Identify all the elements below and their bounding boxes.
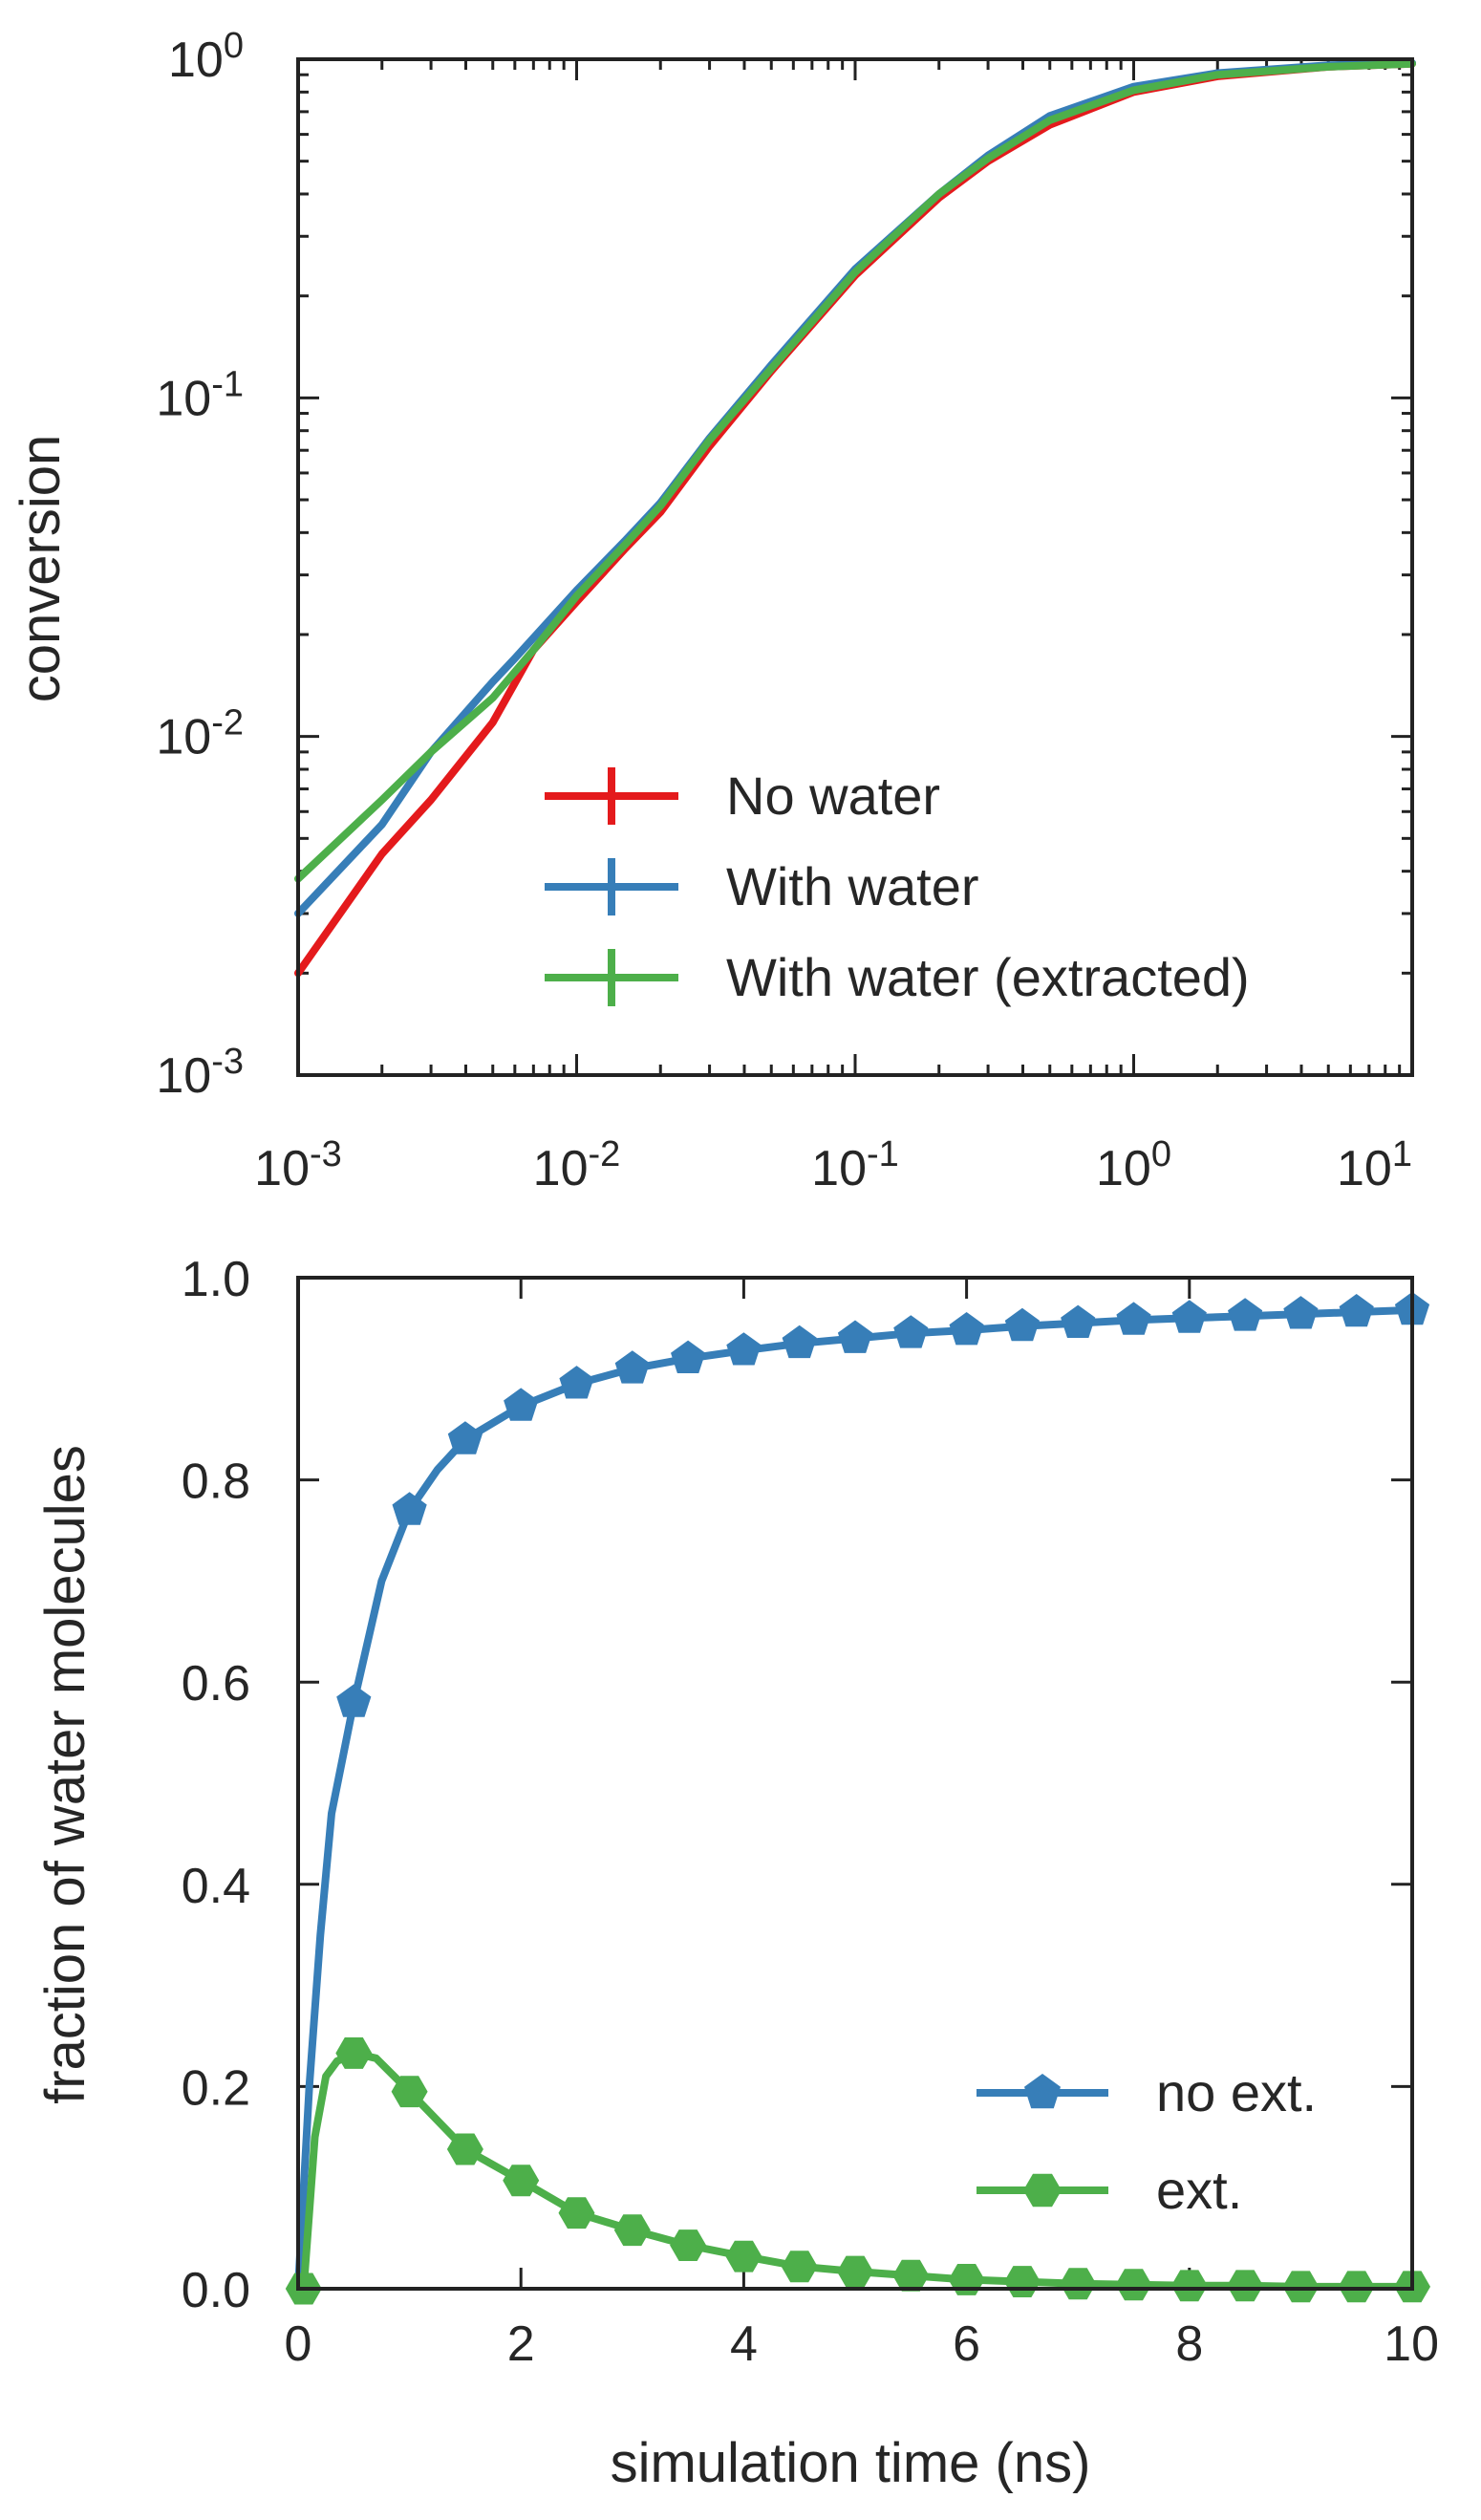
legend-label: With water (extracted) (726, 947, 1250, 1007)
data-point-marker (392, 1492, 427, 1525)
y-tick-label: 0.6 (182, 1656, 250, 1712)
legend-marker (1023, 2173, 1062, 2208)
conversion-series (294, 58, 1416, 978)
data-point-marker (949, 1312, 984, 1346)
x-tick-label: 6 (953, 2316, 980, 2372)
data-point-marker (1282, 2271, 1320, 2303)
x-tick-label: 0 (285, 2316, 312, 2372)
y-tick-label: 10-1 (156, 364, 244, 426)
conversion-legend: No water With water With water (extracted) (545, 765, 1250, 1007)
water-fraction-plot-frame (296, 1276, 1414, 2291)
legend-label: No water (726, 765, 940, 826)
x-tick-label: 10 (1384, 2316, 1439, 2372)
data-point-marker (1283, 1296, 1319, 1329)
data-point-marker (614, 1350, 650, 1384)
data-point-marker (447, 1421, 483, 1454)
data-point-marker (1115, 2269, 1152, 2301)
conversion-axis-ticks: 10-3 10-2 10-1 100 101 100 10-1 10-2 10-3 (156, 26, 1414, 1196)
data-point-marker (893, 1315, 929, 1348)
data-point-marker (1170, 2270, 1208, 2302)
x-tick-label: 101 (1337, 1134, 1412, 1196)
water-fraction-series (285, 1291, 1430, 2305)
data-point-marker (1339, 1294, 1374, 1327)
legend-marker (1024, 2074, 1061, 2109)
x-tick-label: 10-1 (811, 1134, 899, 1196)
series-line-2 (294, 59, 1416, 883)
data-point-marker (1003, 2266, 1041, 2297)
data-point-marker (782, 1325, 817, 1359)
x-tick-label: 4 (730, 2316, 758, 2372)
x-tick-label: 10-3 (254, 1134, 342, 1196)
data-point-marker (1338, 2271, 1375, 2303)
legend-label: ext. (1156, 2160, 1242, 2220)
data-point-marker (391, 2076, 428, 2108)
data-point-marker (670, 2229, 707, 2261)
y-tick-label: 100 (168, 26, 244, 88)
data-point-marker (1227, 2270, 1264, 2302)
data-point-marker (781, 2251, 818, 2283)
water-fraction-axis-ticks: 0 2 4 6 8 10 0.0 0.2 0.4 0.6 0.8 1.0 (182, 1252, 1439, 2372)
water-fraction-x-axis-label: simulation time (ns) (611, 2432, 1091, 2494)
data-point-marker (558, 2197, 595, 2229)
data-point-marker (336, 1684, 372, 1717)
y-tick-label: 10-2 (156, 703, 244, 765)
data-point-marker (837, 2255, 873, 2288)
data-point-marker (504, 1388, 539, 1421)
data-point-marker (613, 2214, 651, 2247)
series-line-0 (294, 59, 1416, 978)
y-tick-label: 0.0 (182, 2263, 250, 2318)
data-point-marker (725, 2240, 762, 2272)
x-tick-label: 8 (1175, 2316, 1203, 2372)
x-tick-label: 100 (1096, 1134, 1171, 1196)
data-point-marker (1004, 1307, 1040, 1342)
legend-label: With water (726, 856, 979, 916)
y-tick-label: 0.8 (182, 1454, 250, 1510)
data-point-marker (1116, 1302, 1151, 1335)
water-fraction-legend: no ext. ext. (977, 2062, 1317, 2220)
data-point-marker (1061, 1304, 1096, 1338)
y-tick-label: 0.2 (182, 2060, 250, 2116)
x-tick-label: 10-2 (533, 1134, 621, 1196)
conversion-plot-frame (296, 57, 1414, 1077)
data-point-marker (446, 2133, 483, 2165)
conversion-chart: conversion 10-3 10-2 10-1 100 101 100 10-1 10-2… (10, 26, 1416, 1196)
data-point-marker (726, 1332, 762, 1366)
data-point-marker (335, 2037, 373, 2069)
data-point-marker (671, 1340, 706, 1373)
x-tick-label: 2 (507, 2316, 535, 2372)
y-tick-label: 10-3 (156, 1042, 244, 1104)
data-point-marker (892, 2259, 930, 2292)
y-tick-label: 1.0 (182, 1252, 250, 1307)
y-tick-label: 0.4 (182, 1859, 250, 1914)
data-point-marker (559, 1366, 594, 1399)
water-fraction-chart: fraction of water molecules simulation t… (34, 1252, 1439, 2494)
water-fraction-y-axis-label: fraction of water molecules (34, 1445, 97, 2104)
data-point-marker (503, 2165, 540, 2197)
data-point-marker (837, 1320, 873, 1353)
conversion-y-axis-label: conversion (10, 435, 72, 702)
legend-label: no ext. (1156, 2062, 1317, 2122)
data-point-marker (1228, 1298, 1263, 1331)
data-point-marker (1060, 2268, 1097, 2300)
data-point-marker (1171, 1300, 1207, 1333)
